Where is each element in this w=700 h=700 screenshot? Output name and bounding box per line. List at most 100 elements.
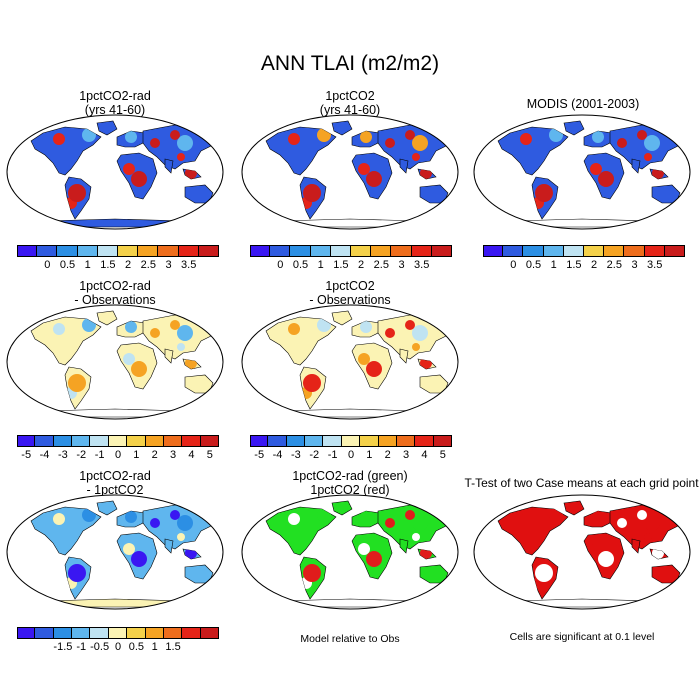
continent-greenland	[563, 500, 585, 516]
colorbar-swatch	[431, 245, 452, 257]
field-patch	[288, 133, 300, 145]
continent-india	[631, 538, 641, 554]
colorbar-swatch	[270, 245, 291, 257]
colorbar-tick-label: -3	[291, 449, 301, 461]
field-patch	[520, 513, 532, 525]
field-patch	[598, 551, 614, 567]
field-patch	[303, 184, 321, 202]
field-patch	[405, 130, 415, 140]
colorbar-tick-label: 2	[358, 259, 365, 271]
field-patch	[177, 135, 193, 151]
colorbar-tick-label: 3.5	[181, 259, 197, 271]
colorbar-swatch	[396, 435, 416, 447]
colorbar-swatch	[163, 435, 183, 447]
field-patch	[385, 138, 395, 148]
panel-title-line1: T-Test of two Case means at each grid po…	[464, 476, 699, 490]
panel-title-6: 1pctCO2-rad - 1pctCO2	[5, 469, 225, 497]
colorbar-swatch	[411, 245, 432, 257]
colorbar-swatch	[433, 435, 452, 447]
panel-title-line1: 1pctCO2	[325, 89, 375, 103]
colorbar-tick-label: 1	[84, 259, 91, 271]
colorbar-tick-label: 3	[403, 449, 410, 461]
field-patch	[644, 533, 652, 541]
field-patch	[405, 320, 415, 330]
colorbar-swatch	[286, 435, 306, 447]
field-patch	[412, 533, 420, 541]
field-patch	[68, 184, 86, 202]
field-patch	[131, 551, 147, 567]
colorbar-4: -5 -4 -3 -2 -1 0 1 2 3 4 5	[17, 435, 219, 461]
colorbar-swatch	[200, 435, 219, 447]
continent-greenland	[96, 500, 118, 516]
world-map	[473, 494, 691, 610]
continent-greenland	[96, 310, 118, 326]
colorbar-5: -5 -4 -3 -2 -1 0 1 2 3 4 5	[250, 435, 452, 461]
colorbar-tick-label: 2	[591, 259, 598, 271]
field-patch	[131, 361, 147, 377]
field-patch	[303, 374, 321, 392]
continent-greenland	[96, 120, 118, 136]
colorbar-swatch	[35, 627, 54, 639]
colorbar-swatch	[624, 245, 645, 257]
colorbar-swatch	[72, 435, 91, 447]
map-panel-6	[5, 493, 225, 611]
continent-greenland	[331, 120, 353, 136]
field-patch	[177, 343, 185, 351]
map-panel-4	[5, 303, 225, 421]
colorbar-swatch	[182, 435, 201, 447]
colorbar-6: -1.5 -1 -0.5 0 0.5 1 1.5	[17, 627, 219, 653]
colorbar-swatch	[17, 245, 38, 257]
colorbar-tick-label: 0.5	[128, 641, 144, 653]
continent-india	[164, 348, 174, 364]
field-patch	[125, 321, 137, 333]
colorbar-swatch	[118, 245, 139, 257]
colorbar-3: 0 0.5 1 1.5 2 2.5 3 3.5	[483, 245, 685, 271]
field-patch	[150, 518, 160, 528]
map-panel-5	[240, 303, 460, 421]
field-patch	[412, 325, 428, 341]
world-map	[241, 494, 459, 610]
colorbar-swatch	[351, 245, 372, 257]
colorbar-swatch	[158, 245, 179, 257]
colorbar-tick-label: 2	[125, 259, 132, 271]
field-patch	[412, 135, 428, 151]
field-patch	[125, 511, 137, 523]
colorbar-swatch	[198, 245, 219, 257]
colorbar-swatch	[90, 627, 109, 639]
field-patch	[405, 510, 415, 520]
field-patch	[123, 543, 135, 555]
colorbar-swatch	[250, 245, 271, 257]
colorbar-swatch	[57, 245, 78, 257]
colorbar-swatch	[371, 245, 392, 257]
note-significance: Cells are significant at 0.1 level	[509, 631, 655, 643]
colorbar-swatch	[323, 435, 342, 447]
panel-title-line2: (yrs 41-60)	[319, 103, 381, 117]
colorbar-swatch	[360, 435, 379, 447]
field-patch	[177, 325, 193, 341]
colorbar-swatch	[563, 245, 584, 257]
colorbar-tick-label: -5	[21, 449, 32, 461]
colorbar-tick-label: -3	[58, 449, 68, 461]
colorbar-swatch	[310, 245, 331, 257]
colorbar-tick-label: -1	[94, 449, 105, 461]
field-patch	[177, 533, 185, 541]
colorbar-tick-label: -1.5	[53, 641, 73, 653]
colorbar-swatch	[17, 627, 36, 639]
colorbar-swatch	[145, 435, 164, 447]
colorbar-tick-label: 3	[165, 259, 172, 271]
field-patch	[592, 511, 604, 523]
note-model-relative: Model relative to Obs	[300, 633, 400, 645]
colorbar-swatch	[523, 245, 544, 257]
continent-india	[631, 158, 641, 174]
colorbar-swatch	[391, 245, 412, 257]
continent-greenland	[331, 500, 353, 516]
colorbar-tick-label: 4	[421, 449, 428, 461]
panel-title-line1: 1pctCO2-rad	[79, 469, 151, 483]
colorbar-swatch	[77, 245, 98, 257]
colorbar-tick-label: 0.5	[292, 259, 309, 271]
colorbar-tick-label: 1	[133, 449, 140, 461]
panel-title-7: 1pctCO2-rad (green) 1pctCO2 (red)	[240, 469, 460, 497]
field-patch	[360, 321, 372, 333]
colorbar-swatch	[35, 435, 54, 447]
colorbar-swatch	[90, 435, 109, 447]
